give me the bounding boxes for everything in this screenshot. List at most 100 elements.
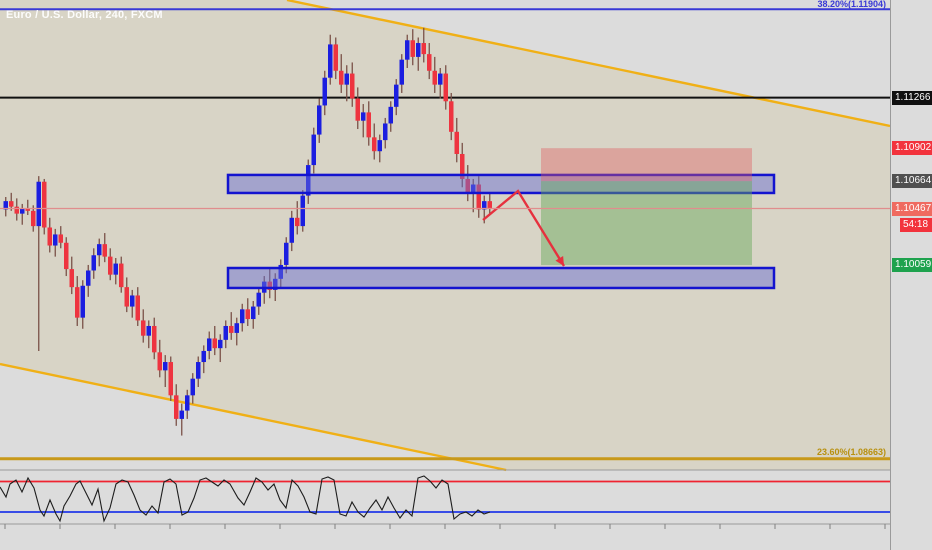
- candle-body: [86, 270, 91, 286]
- candle-body: [75, 287, 80, 318]
- candle-body: [3, 201, 8, 210]
- candle-body: [267, 281, 272, 290]
- candle-body: [9, 201, 14, 207]
- candle-body: [284, 242, 289, 265]
- countdown-label: 54:18: [900, 217, 932, 232]
- candle-body: [295, 217, 300, 227]
- candle-body: [300, 195, 305, 227]
- candle-body: [152, 325, 157, 353]
- fib-382-label[interactable]: 38.20%(1.11904): [817, 0, 886, 9]
- candle-body: [427, 54, 432, 71]
- projection-arrow[interactable]: [482, 189, 566, 267]
- price-label-1.10467: 1.10467: [892, 201, 932, 216]
- zone-rectangle-1[interactable]: [226, 173, 776, 195]
- candle-body: [113, 263, 118, 275]
- candle-body: [53, 234, 58, 246]
- candle-body: [190, 378, 195, 396]
- candle-body: [482, 201, 487, 210]
- candle-body: [174, 395, 179, 419]
- candle-body: [311, 134, 316, 166]
- candle-body: [465, 178, 470, 193]
- candle-body: [223, 325, 228, 340]
- candle-body: [97, 244, 102, 256]
- candle-body: [207, 338, 212, 351]
- candle-body: [212, 338, 217, 349]
- candle-body: [179, 410, 184, 419]
- candle-body: [256, 292, 261, 307]
- candle-body: [471, 184, 476, 193]
- candle-body: [344, 73, 349, 85]
- candle-body: [251, 306, 256, 320]
- candle-body: [333, 44, 338, 71]
- candle-body: [377, 140, 382, 152]
- price-axis[interactable]: 1.11266 1.10902 1.10664 1.10467 54:18 1.10059: [890, 0, 932, 550]
- candle-body: [69, 269, 74, 288]
- zone-rectangle-2[interactable]: [226, 266, 776, 290]
- symbol-title[interactable]: Euro / U.S. Dollar, 240, FXCM: [6, 9, 163, 21]
- candle-body: [42, 181, 47, 228]
- candle-body: [322, 77, 327, 106]
- candle-body: [449, 101, 454, 132]
- candle-body: [383, 123, 388, 141]
- candle-body: [476, 184, 481, 210]
- candle-body: [234, 323, 239, 333]
- candles-layer: [3, 27, 492, 436]
- projection-arrowhead[interactable]: [555, 255, 564, 266]
- position-stop-box[interactable]: [541, 148, 752, 182]
- channel-upper-line[interactable]: [286, 0, 891, 128]
- position-target-box[interactable]: [541, 181, 752, 266]
- candle-body: [355, 98, 360, 121]
- candle-body: [135, 295, 140, 321]
- candle-body: [454, 131, 459, 154]
- candle-body: [130, 295, 135, 307]
- candle-body: [317, 105, 322, 135]
- candle-body: [432, 70, 437, 85]
- candle-body: [124, 287, 129, 307]
- candle-body: [157, 352, 162, 371]
- price-label-1.11266: 1.11266: [892, 90, 932, 105]
- candle-body: [20, 208, 25, 214]
- candle-body: [487, 201, 492, 209]
- time-axis-ticks: [4, 524, 886, 529]
- price-label-1.10902: 1.10902: [892, 141, 932, 156]
- candle-body: [64, 242, 69, 270]
- candle-body: [405, 40, 410, 60]
- candle-body: [218, 339, 223, 349]
- candle-body: [168, 362, 173, 396]
- fib-236-label[interactable]: 23.60%(1.08663): [816, 447, 886, 457]
- candle-body: [229, 325, 234, 333]
- candle-body: [47, 227, 52, 246]
- candle-body: [394, 84, 399, 107]
- channel-fill-area[interactable]: [0, 0, 890, 470]
- channel-lower-line[interactable]: [0, 362, 507, 472]
- candle-body: [278, 264, 283, 279]
- candle-body: [146, 325, 151, 336]
- candle-body: [58, 234, 63, 243]
- price-label-1.10059: 1.10059: [892, 258, 932, 273]
- candle-body: [31, 210, 36, 227]
- candle-body: [372, 137, 377, 152]
- candle-body: [163, 362, 168, 371]
- candle-body: [245, 309, 250, 320]
- candle-body: [306, 165, 311, 196]
- candle-body: [366, 112, 371, 138]
- candle-body: [421, 43, 426, 55]
- candle-body: [240, 309, 245, 324]
- candle-body: [25, 208, 30, 211]
- candle-body: [361, 112, 366, 121]
- candle-body: [108, 256, 113, 275]
- candle-body: [201, 350, 206, 363]
- candle-body: [185, 395, 190, 411]
- candle-body: [410, 40, 415, 57]
- candle-body: [339, 70, 344, 85]
- candle-body: [460, 153, 465, 179]
- candle-body: [91, 255, 96, 271]
- candle-body: [80, 285, 85, 318]
- candle-body: [273, 278, 278, 290]
- candle-body: [388, 106, 393, 124]
- candle-body: [443, 73, 448, 102]
- candle-body: [119, 263, 124, 288]
- candle-body: [438, 73, 443, 85]
- price-label-1.10664: 1.10664: [892, 174, 932, 189]
